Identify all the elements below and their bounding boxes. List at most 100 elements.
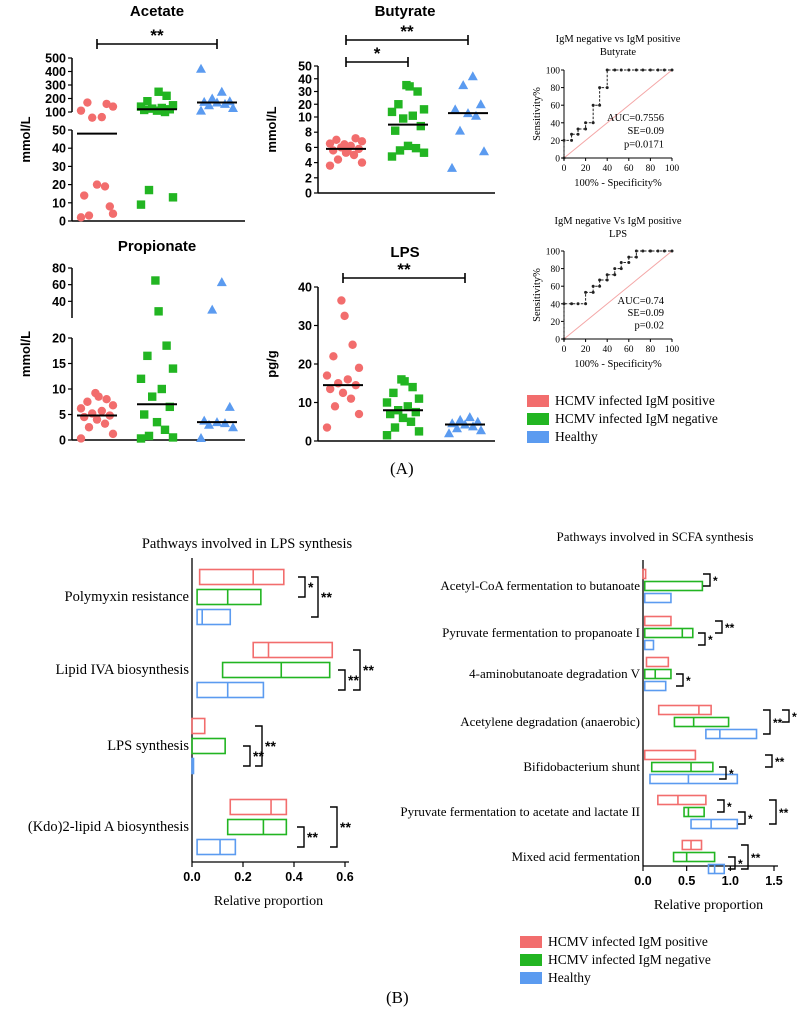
y-axis-label: mmol/L xyxy=(18,331,33,377)
healthy-point xyxy=(196,432,206,442)
roc-reference-line xyxy=(563,69,673,159)
significance-bracket xyxy=(728,856,736,870)
roc-point xyxy=(656,68,660,72)
roc-y-tick-label: 60 xyxy=(551,283,561,293)
pathway-box xyxy=(221,661,331,679)
significance-bracket xyxy=(330,806,338,848)
healthy-point xyxy=(228,102,238,112)
roc-x-tick-label: 100 xyxy=(665,164,680,174)
category-label: Pyruvate fermentation to acetate and lac… xyxy=(400,804,640,819)
hcmv-infected-igm-negative-point xyxy=(419,148,429,157)
significance-stars: ** xyxy=(150,26,164,45)
y-tick-label: 4 xyxy=(305,156,312,170)
significance-bracket xyxy=(769,799,777,825)
hcmv-infected-igm-negative-point xyxy=(136,102,146,111)
roc-point xyxy=(562,138,566,142)
hcmv-infected-igm-positive-point xyxy=(100,182,110,191)
category-label: Mixed acid fermentation xyxy=(511,849,640,864)
pathway-box xyxy=(707,863,726,875)
hcmv-infected-igm-positive-point xyxy=(332,135,341,144)
y-tick-label: 80 xyxy=(52,262,66,276)
hcmv-infected-igm-positive-point xyxy=(83,98,92,107)
hcmv-infected-igm-negative-point xyxy=(152,417,162,427)
hcmv-infected-igm-negative-point xyxy=(162,91,171,100)
hcmv-infected-igm-positive-point xyxy=(92,415,102,424)
significance-bracket xyxy=(765,754,773,768)
roc-point xyxy=(598,103,602,107)
roc-p-label: p=0.02 xyxy=(634,320,664,331)
hcmv-infected-igm-positive-point xyxy=(92,180,102,189)
y-tick-label: 500 xyxy=(45,52,66,66)
hcmv-infected-igm-negative-point xyxy=(160,425,170,434)
roc-y-axis-label: Sensitivity% xyxy=(532,268,543,322)
roc-point xyxy=(627,255,631,259)
hcmv-infected-igm-negative-point xyxy=(151,276,160,285)
healthy-point xyxy=(464,412,475,422)
roc-point xyxy=(619,260,623,264)
roc-point xyxy=(591,284,595,288)
significance-bracket xyxy=(782,709,790,723)
legend-swatch xyxy=(527,431,549,443)
hcmv-infected-igm-positive-point xyxy=(80,412,89,422)
hcmv-infected-igm-negative-point xyxy=(157,103,166,113)
hcmv-infected-igm-negative-point xyxy=(152,106,162,115)
pathway-box xyxy=(672,851,716,863)
pathway-box xyxy=(226,818,288,836)
hcmv-infected-igm-positive-point xyxy=(354,363,364,373)
panel-b-label: (B) xyxy=(386,988,409,1007)
roc-x-tick-label: 60 xyxy=(624,164,634,174)
y-tick-label: 60 xyxy=(52,278,66,292)
roc-point xyxy=(619,267,623,271)
hcmv-infected-igm-negative-point xyxy=(402,80,411,90)
hcmv-infected-igm-positive-point xyxy=(343,375,352,384)
x-tick-label: 0.0 xyxy=(634,874,651,888)
hcmv-infected-igm-positive-point xyxy=(326,384,335,394)
roc-x-tick-label: 100 xyxy=(665,345,680,355)
hcmv-infected-igm-negative-point xyxy=(154,307,163,316)
hcmv-infected-igm-negative-point xyxy=(408,382,417,392)
hcmv-infected-igm-negative-point xyxy=(416,121,425,131)
significance-bracket xyxy=(345,57,409,67)
significance-stars: * xyxy=(738,857,743,871)
chart-title: Pathways involved in SCFA synthesis xyxy=(557,529,754,544)
pathway-box xyxy=(643,680,667,692)
hcmv-infected-igm-positive-point xyxy=(333,155,343,164)
hcmv-infected-igm-positive-point xyxy=(108,102,118,111)
hcmv-infected-igm-positive-point xyxy=(100,419,110,428)
roc-y-tick-label: 60 xyxy=(551,102,561,112)
healthy-point xyxy=(224,96,235,106)
roc-point xyxy=(670,249,674,253)
hcmv-infected-igm-negative-point xyxy=(162,341,171,350)
legend-label: Healthy xyxy=(548,970,591,985)
pathway-box xyxy=(649,773,739,785)
roc-x-tick-label: 0 xyxy=(562,164,567,174)
hcmv-infected-igm-negative-point xyxy=(411,143,421,153)
hcmv-infected-igm-positive-point xyxy=(102,99,111,109)
hcmv-infected-igm-positive-point xyxy=(84,423,94,432)
lps-pathways-box-chart: Pathways involved in LPS synthesis 0.0 0.2… xyxy=(28,536,375,909)
significance-stars: ** xyxy=(779,806,789,820)
y-tick-label: 2 xyxy=(305,171,312,185)
roc-p-label: p=0.0171 xyxy=(624,139,664,150)
hcmv-infected-igm-negative-point xyxy=(397,375,406,384)
healthy-point xyxy=(471,110,481,120)
x-tick-label: 0.4 xyxy=(285,870,302,884)
roc-point xyxy=(570,132,574,136)
roc-x-axis-label: 100% - Specificity% xyxy=(574,178,662,189)
roc-point xyxy=(605,68,609,72)
category-label: Bifidobacterium shunt xyxy=(523,759,640,774)
category-label: Polymyxin resistance xyxy=(65,589,189,605)
significance-bracket xyxy=(717,799,725,813)
healthy-point xyxy=(458,80,469,90)
hcmv-infected-igm-negative-point xyxy=(391,126,400,135)
healthy-point xyxy=(455,125,465,135)
pathway-box xyxy=(657,704,712,716)
significance-bracket xyxy=(738,811,746,825)
significance-bracket xyxy=(297,826,305,848)
roc-point xyxy=(584,302,588,306)
significance-bracket xyxy=(342,273,466,283)
hcmv-infected-igm-negative-point xyxy=(411,407,420,417)
hcmv-infected-igm-positive-point xyxy=(340,311,349,321)
y-tick-label: 0 xyxy=(59,215,66,229)
legend-swatch xyxy=(520,936,542,948)
